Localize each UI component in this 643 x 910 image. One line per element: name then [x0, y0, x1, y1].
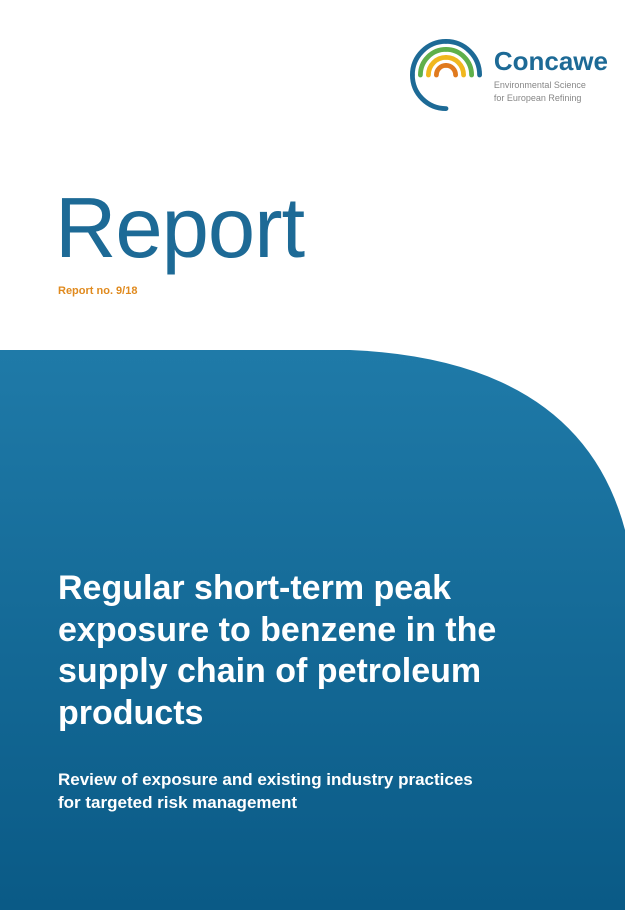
report-number: Report no. 9/18 [58, 285, 137, 297]
report-heading: Report [55, 180, 304, 278]
concawe-logo-icon [406, 35, 486, 115]
subtitle: Review of exposure and existing industry… [58, 769, 498, 815]
main-title: Regular short-term peak exposure to benz… [58, 568, 583, 734]
logo-brand: Concawe [494, 46, 608, 77]
logo-tagline-line1: Environmental Science [494, 80, 586, 90]
logo-text-group: Concawe Environmental Science for Europe… [494, 46, 608, 103]
content-block: Regular short-term peak exposure to benz… [58, 568, 583, 815]
logo-tagline-line2: for European Refining [494, 93, 582, 103]
logo-tagline: Environmental Science for European Refin… [494, 79, 608, 103]
logo-area: Concawe Environmental Science for Europe… [406, 35, 608, 115]
